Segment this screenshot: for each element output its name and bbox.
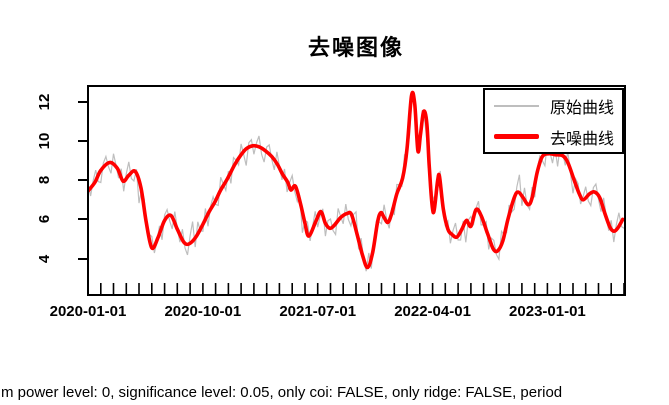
legend-item: 去噪曲线 <box>494 125 622 149</box>
plot-area-border <box>87 85 626 296</box>
x-axis-label: 2023-01-01 <box>509 303 586 320</box>
chart-title: 去噪图像 <box>307 35 404 60</box>
y-axis-label: 10 <box>36 132 53 150</box>
legend: 原始曲线 去噪曲线 <box>483 88 624 154</box>
y-axis-tick <box>78 100 88 103</box>
y-axis-label: 6 <box>36 215 53 224</box>
y-axis-tick <box>78 257 88 260</box>
legend-line-sample <box>494 104 539 107</box>
legend-item: 原始曲线 <box>494 94 622 118</box>
legend-label: 去噪曲线 <box>550 130 615 148</box>
y-axis-label: 4 <box>36 254 53 263</box>
x-axis-label: 2020-10-01 <box>164 303 242 320</box>
y-axis-tick <box>78 179 88 182</box>
x-axis-label: 2022-04-01 <box>394 303 471 320</box>
y-axis-label: 8 <box>36 176 53 185</box>
legend-label: 原始曲线 <box>550 99 615 117</box>
y-axis-label: 12 <box>36 93 53 111</box>
x-axis-label: 2020-01-01 <box>49 303 127 320</box>
legend-line-sample <box>494 134 539 139</box>
x-axis-label: 2021-07-01 <box>279 303 357 320</box>
y-axis-tick <box>78 218 88 221</box>
denoised-curve <box>88 90 624 270</box>
y-axis-tick <box>78 139 88 142</box>
caption-text: m power level: 0, significance level: 0.… <box>1 384 563 401</box>
plot-canvas <box>88 90 624 294</box>
